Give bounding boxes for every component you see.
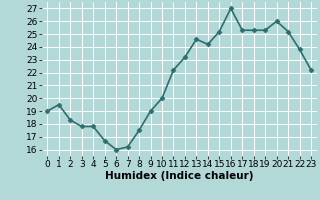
X-axis label: Humidex (Indice chaleur): Humidex (Indice chaleur) <box>105 171 253 181</box>
